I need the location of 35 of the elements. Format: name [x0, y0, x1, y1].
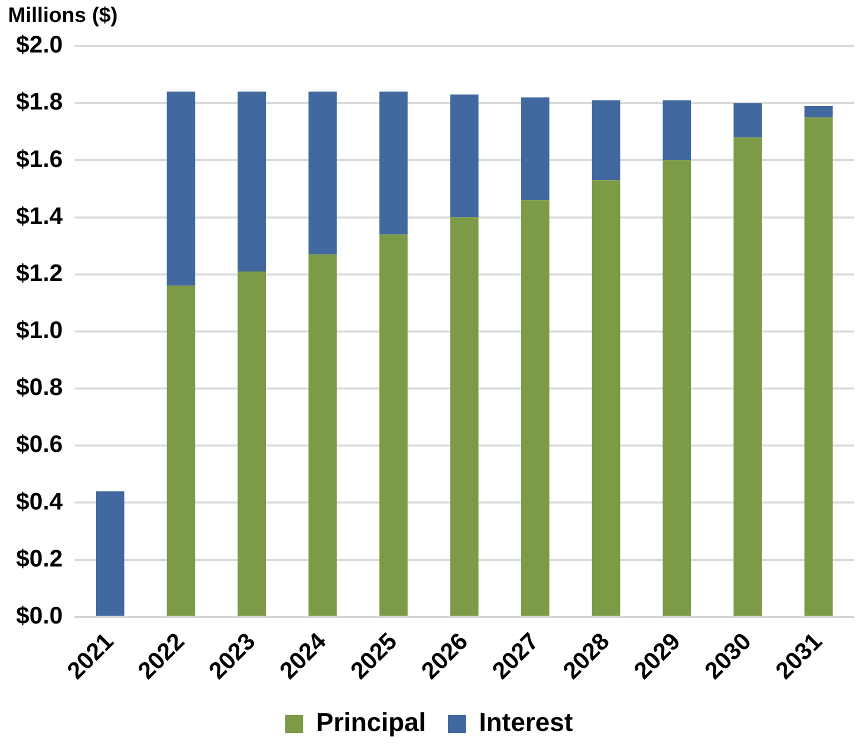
y-tick-label: $0.8	[16, 374, 63, 402]
bar	[238, 92, 266, 272]
bar	[450, 94, 479, 218]
bar	[734, 137, 762, 616]
bar	[379, 234, 408, 616]
y-tick-label: $0.6	[16, 431, 63, 458]
bar	[308, 92, 337, 254]
bar	[166, 286, 196, 616]
bar	[450, 217, 479, 616]
y-axis-title: Millions ($)	[8, 4, 118, 28]
legend-label: Interest	[478, 707, 574, 738]
y-tick-label: $0.0	[16, 602, 63, 630]
legend-label: Principal	[316, 707, 426, 738]
bar	[96, 491, 124, 616]
bar	[662, 160, 692, 616]
y-tick-label: $0.4	[16, 488, 64, 516]
bar	[238, 272, 266, 616]
bar	[379, 92, 408, 234]
y-tick-label: $1.4	[16, 202, 64, 230]
bar	[662, 100, 692, 160]
bar	[166, 92, 196, 286]
bar	[521, 97, 550, 200]
y-tick-label: $1.8	[16, 88, 63, 116]
bar	[734, 103, 762, 138]
y-tick-label: $2.0	[16, 32, 63, 59]
bar	[592, 100, 620, 180]
y-tick-label: $1.2	[16, 260, 63, 287]
bar	[308, 254, 337, 616]
y-tick-label: $0.2	[16, 545, 63, 572]
bar	[521, 200, 550, 616]
bar	[804, 117, 833, 616]
y-tick-label: $1.6	[16, 146, 63, 173]
bar	[592, 180, 620, 616]
bar	[804, 106, 833, 118]
y-tick-label: $1.0	[16, 317, 63, 344]
